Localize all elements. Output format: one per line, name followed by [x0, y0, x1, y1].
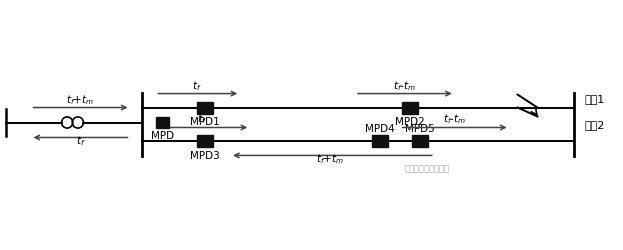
- Text: MPD3: MPD3: [191, 150, 220, 160]
- Text: MPD: MPD: [151, 130, 174, 140]
- Bar: [156, 118, 169, 128]
- Text: 分布式发电与微电网: 分布式发电与微电网: [405, 164, 450, 173]
- Bar: [412, 136, 428, 148]
- Text: MPD4: MPD4: [365, 124, 395, 134]
- Text: MPD5: MPD5: [405, 124, 435, 134]
- Bar: [197, 102, 213, 114]
- Text: MPD2: MPD2: [395, 116, 425, 126]
- Text: 馈线2: 馈线2: [584, 120, 605, 130]
- Text: $t_f$: $t_f$: [197, 112, 207, 126]
- Text: $t_f$: $t_f$: [193, 78, 202, 92]
- Text: $t_f$+$t_m$: $t_f$+$t_m$: [67, 92, 95, 106]
- Bar: [372, 136, 388, 148]
- Text: 馈线1: 馈线1: [584, 93, 605, 103]
- Text: MPD1: MPD1: [191, 116, 220, 126]
- Text: $t_f$-$t_m$: $t_f$-$t_m$: [393, 78, 416, 92]
- Bar: [402, 102, 418, 114]
- Bar: [197, 136, 213, 148]
- Text: $t_f$+$t_m$: $t_f$+$t_m$: [316, 152, 344, 166]
- Text: $t_f$-$t_m$: $t_f$-$t_m$: [443, 112, 467, 126]
- Text: $t_f$: $t_f$: [76, 134, 85, 148]
